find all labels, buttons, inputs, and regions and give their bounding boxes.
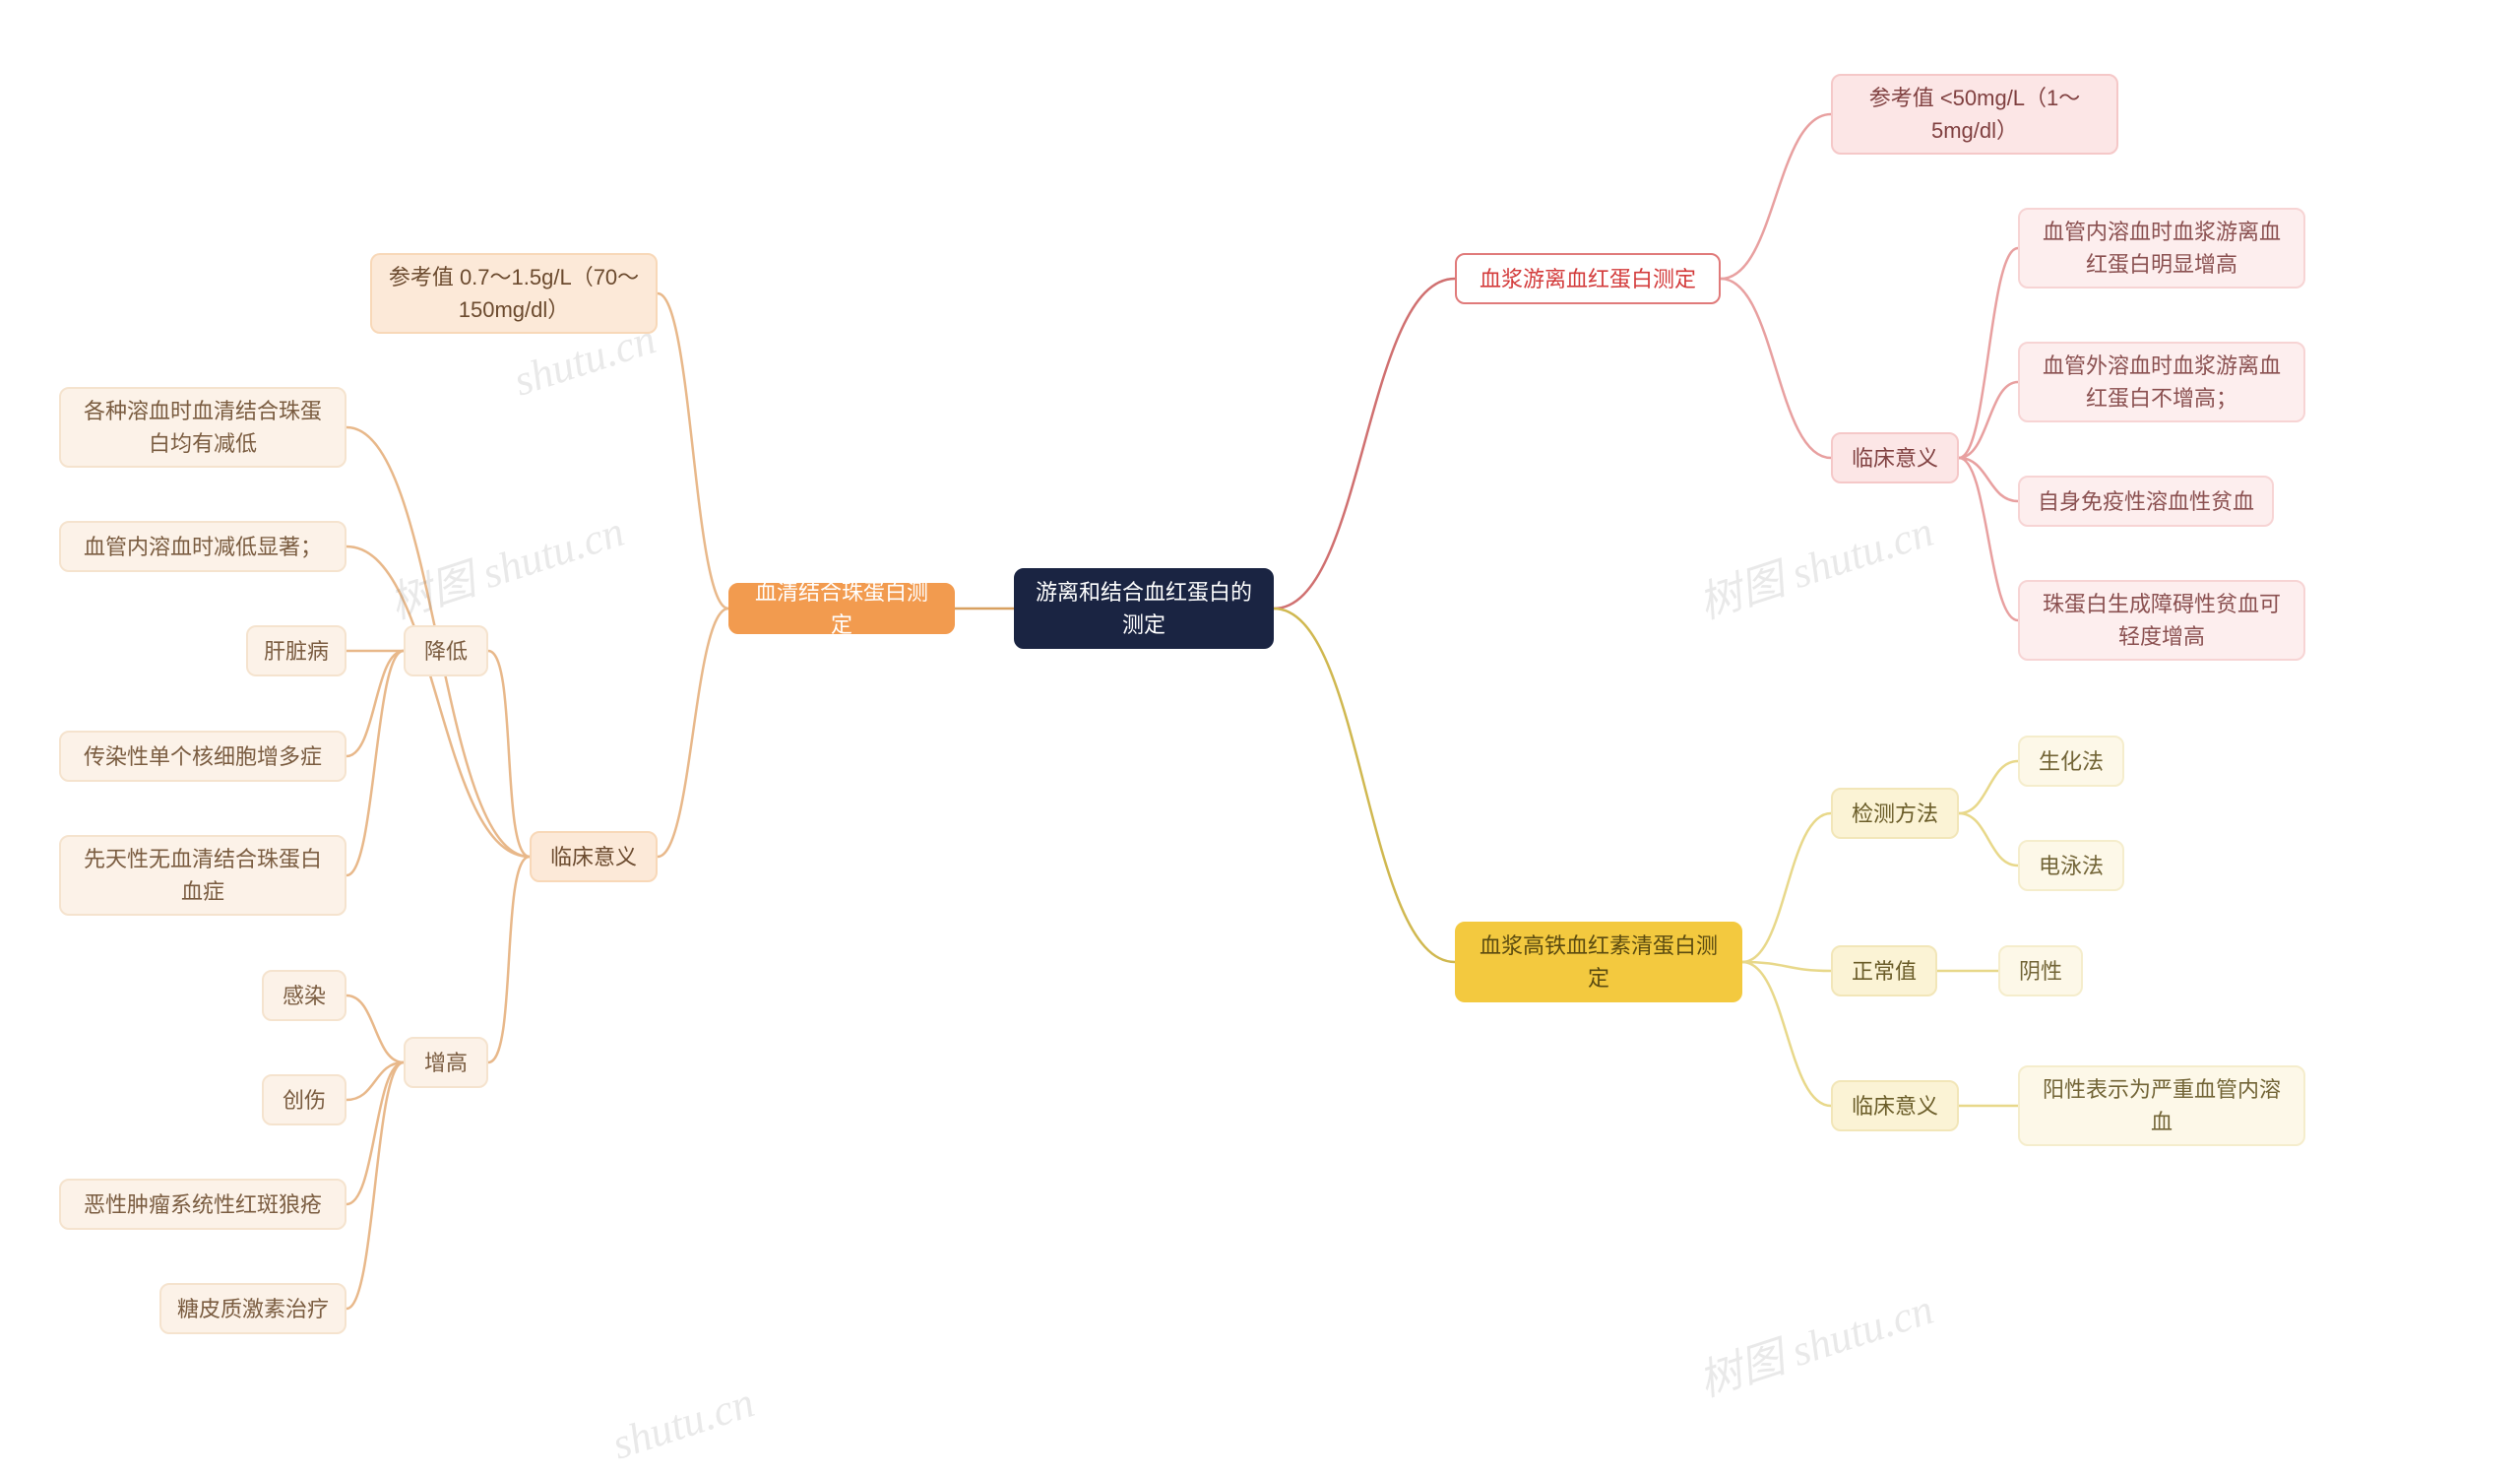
mindmap-node-r1b4[interactable]: 珠蛋白生成障碍性贫血可轻度增高	[2018, 580, 2305, 661]
connector	[346, 1062, 404, 1100]
mindmap-node-label: 糖皮质激素治疗	[177, 1293, 329, 1325]
mindmap-node-label: 珠蛋白生成障碍性贫血可轻度增高	[2036, 588, 2288, 653]
mindmap-node-r2c1[interactable]: 阳性表示为严重血管内溶血	[2018, 1065, 2305, 1146]
mindmap-node-label: 传染性单个核细胞增多症	[84, 740, 322, 773]
connector	[1721, 279, 1831, 458]
mindmap-node-label: 血浆游离血红蛋白测定	[1480, 263, 1696, 295]
mindmap-node-label: 生化法	[2039, 745, 2104, 778]
mindmap-node-l3d[interactable]: 增高	[404, 1037, 488, 1088]
mindmap-node-r1b3[interactable]: 自身免疫性溶血性贫血	[2018, 476, 2274, 527]
connector	[1959, 761, 2018, 813]
connector	[1959, 813, 2018, 866]
mindmap-node-label: 降低	[424, 635, 468, 668]
mindmap-node-label: 参考值 <50mg/L（1～5mg/dl）	[1849, 82, 2101, 147]
mindmap-node-label: 电泳法	[2039, 850, 2104, 882]
connector	[1742, 962, 1831, 971]
mindmap-node-label: 临床意义	[1852, 442, 1938, 475]
mindmap-node-label: 各种溶血时血清结合珠蛋白均有减低	[77, 395, 329, 460]
mindmap-node-l3a[interactable]: 各种溶血时血清结合珠蛋白均有减低	[59, 387, 346, 468]
mindmap-node-label: 恶性肿瘤系统性红斑狼疮	[84, 1188, 322, 1221]
mindmap-node-label: 正常值	[1852, 955, 1917, 988]
watermark: 树图 shutu.cn	[1689, 495, 1940, 630]
mindmap-node-r1b2[interactable]: 血管外溶血时血浆游离血红蛋白不增高；	[2018, 342, 2305, 422]
connector	[1959, 458, 2018, 501]
mindmap-node-label: 游离和结合血红蛋白的测定	[1032, 576, 1256, 641]
mindmap-node-l4d[interactable]: 感染	[262, 970, 346, 1021]
mindmap-node-l3c[interactable]: 降低	[404, 625, 488, 676]
connector	[488, 857, 530, 1062]
mindmap-node-label: 临床意义	[550, 841, 637, 873]
mindmap-node-label: 阳性表示为严重血管内溶血	[2036, 1073, 2288, 1138]
connector	[658, 293, 728, 609]
mindmap-node-label: 增高	[424, 1047, 468, 1079]
mindmap-node-label: 自身免疫性溶血性贫血	[2038, 485, 2254, 518]
connector	[346, 651, 404, 756]
mindmap-node-l4a[interactable]: 肝脏病	[246, 625, 346, 676]
connector	[346, 995, 404, 1062]
mindmap-node-r2a[interactable]: 检测方法	[1831, 788, 1959, 839]
mindmap-node-r1a[interactable]: 参考值 <50mg/L（1～5mg/dl）	[1831, 74, 2118, 155]
mindmap-node-l4b[interactable]: 传染性单个核细胞增多症	[59, 731, 346, 782]
connector	[346, 546, 530, 857]
connector	[1742, 962, 1831, 1106]
mindmap-node-r1b[interactable]: 临床意义	[1831, 432, 1959, 483]
mindmap-node-l2b[interactable]: 临床意义	[530, 831, 658, 882]
mindmap-node-label: 临床意义	[1852, 1090, 1938, 1123]
mindmap-node-r1[interactable]: 血浆游离血红蛋白测定	[1455, 253, 1721, 304]
mindmap-node-l1[interactable]: 血清结合珠蛋白测定	[728, 583, 955, 634]
mindmap-node-label: 血清结合珠蛋白测定	[746, 576, 937, 641]
mindmap-node-l4g[interactable]: 糖皮质激素治疗	[159, 1283, 346, 1334]
mindmap-node-label: 肝脏病	[264, 635, 329, 668]
connector	[1721, 114, 1831, 279]
mindmap-node-l4e[interactable]: 创伤	[262, 1074, 346, 1125]
mindmap-node-l2a[interactable]: 参考值 0.7～1.5g/L（70～150mg/dl）	[370, 253, 658, 334]
mindmap-canvas: 树图 shutu.cn 树图 shutu.cn 树图 shutu.cn shutu.c…	[0, 0, 2520, 1476]
mindmap-node-label: 感染	[283, 980, 326, 1012]
mindmap-node-l3b[interactable]: 血管内溶血时减低显著；	[59, 521, 346, 572]
watermark: shutu.cn	[606, 1377, 760, 1469]
mindmap-node-label: 创伤	[283, 1084, 326, 1117]
connector	[346, 1062, 404, 1204]
mindmap-node-label: 检测方法	[1852, 798, 1938, 830]
connector	[1959, 458, 2018, 620]
connector	[346, 651, 404, 875]
connector	[1742, 813, 1831, 962]
watermark: 树图 shutu.cn	[1689, 1273, 1940, 1408]
mindmap-node-label: 血管内溶血时血浆游离血红蛋白明显增高	[2036, 216, 2288, 281]
mindmap-node-label: 血管内溶血时减低显著；	[84, 531, 322, 563]
mindmap-node-label: 阴性	[2019, 955, 2062, 988]
mindmap-node-label: 血浆高铁血红素清蛋白测定	[1473, 930, 1725, 995]
mindmap-node-r2a2[interactable]: 电泳法	[2018, 840, 2124, 891]
connector	[1959, 382, 2018, 458]
mindmap-node-r1b1[interactable]: 血管内溶血时血浆游离血红蛋白明显增高	[2018, 208, 2305, 289]
mindmap-node-l4f[interactable]: 恶性肿瘤系统性红斑狼疮	[59, 1179, 346, 1230]
connector	[488, 651, 530, 857]
mindmap-node-label: 参考值 0.7～1.5g/L（70～150mg/dl）	[388, 261, 640, 326]
connector	[346, 1062, 404, 1309]
mindmap-node-l4c[interactable]: 先天性无血清结合珠蛋白血症	[59, 835, 346, 916]
mindmap-node-r2[interactable]: 血浆高铁血红素清蛋白测定	[1455, 922, 1742, 1002]
mindmap-node-label: 血管外溶血时血浆游离血红蛋白不增高；	[2036, 350, 2288, 415]
mindmap-node-r2a1[interactable]: 生化法	[2018, 736, 2124, 787]
mindmap-node-r2b1[interactable]: 阴性	[1998, 945, 2083, 996]
mindmap-node-r2c[interactable]: 临床意义	[1831, 1080, 1959, 1131]
connector	[1959, 248, 2018, 458]
mindmap-node-root[interactable]: 游离和结合血红蛋白的测定	[1014, 568, 1274, 649]
mindmap-node-r2b[interactable]: 正常值	[1831, 945, 1937, 996]
connector	[658, 609, 728, 857]
connector	[1274, 279, 1455, 609]
mindmap-node-label: 先天性无血清结合珠蛋白血症	[77, 843, 329, 908]
watermark: 树图 shutu.cn	[380, 495, 631, 630]
connector	[1274, 609, 1455, 962]
